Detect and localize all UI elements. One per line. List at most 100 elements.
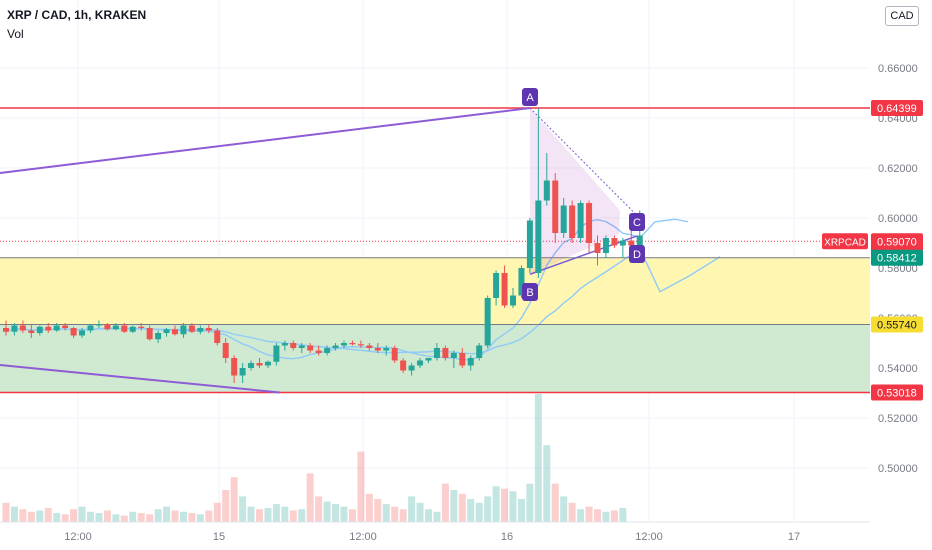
zones bbox=[0, 257, 870, 393]
volume-bar bbox=[323, 501, 331, 522]
volume-bar bbox=[568, 502, 576, 522]
green-zone bbox=[0, 324, 870, 393]
volume-bar bbox=[10, 506, 18, 522]
candle-body bbox=[138, 326, 145, 328]
volume-bar bbox=[230, 477, 238, 522]
volume-bars bbox=[2, 394, 627, 522]
volume-bar bbox=[433, 511, 441, 522]
volume-bar bbox=[382, 504, 390, 522]
volume-bar bbox=[560, 496, 568, 522]
candle-body bbox=[104, 324, 111, 330]
candle-body bbox=[70, 328, 77, 336]
volume-bar bbox=[585, 506, 593, 522]
volume-bar bbox=[374, 498, 382, 522]
time-tick-label: 12:00 bbox=[349, 531, 377, 543]
time-tick-label: 17 bbox=[788, 531, 800, 543]
price-tick-label: 0.58000 bbox=[878, 263, 918, 275]
candle-body bbox=[619, 240, 626, 246]
candle-body bbox=[155, 333, 162, 340]
candle-body bbox=[400, 360, 407, 371]
candle-body bbox=[256, 363, 263, 366]
pattern-markers[interactable]: A B C D bbox=[522, 88, 645, 301]
candle-body bbox=[222, 343, 229, 358]
candle-body bbox=[577, 203, 584, 238]
price-tick-label: 0.50000 bbox=[878, 463, 918, 475]
price-label-level-mid bbox=[871, 249, 923, 266]
price-label-level-low bbox=[871, 316, 923, 333]
candle-body bbox=[315, 350, 322, 353]
volume-bar bbox=[163, 506, 171, 522]
candle-body bbox=[332, 345, 339, 348]
candle-body bbox=[231, 358, 238, 376]
price-label-support-bottom bbox=[871, 384, 923, 401]
candle-body bbox=[197, 328, 204, 332]
candle-body bbox=[349, 343, 356, 345]
candle-body bbox=[28, 330, 35, 333]
point-label-a: A bbox=[526, 92, 534, 104]
volume-bar bbox=[154, 509, 162, 522]
volume-bar bbox=[179, 511, 187, 522]
price-tick-label: 0.66000 bbox=[878, 63, 918, 75]
volume-bar bbox=[281, 506, 289, 522]
symbol-tag bbox=[822, 233, 868, 250]
volume-bar bbox=[577, 509, 585, 522]
candle-body bbox=[543, 180, 550, 201]
volume-bar bbox=[196, 514, 204, 522]
candle-body bbox=[3, 328, 9, 332]
candle-body bbox=[484, 298, 491, 346]
volume-bar bbox=[95, 513, 103, 522]
volume-legend[interactable]: Vol bbox=[7, 27, 24, 41]
candle-body bbox=[450, 353, 457, 358]
candle-body bbox=[383, 348, 390, 351]
volume-bar bbox=[501, 488, 509, 522]
volume-bar bbox=[44, 507, 52, 522]
point-marker-a bbox=[522, 88, 538, 106]
candle-body bbox=[526, 220, 533, 268]
candle-body bbox=[611, 238, 618, 246]
candle-body bbox=[459, 353, 466, 366]
point-label-c: C bbox=[633, 217, 641, 229]
time-axis[interactable]: 12:00 15 12:00 16 12:00 17 bbox=[0, 521, 870, 543]
volume-bar bbox=[391, 506, 399, 522]
volume-bar bbox=[602, 511, 610, 522]
volume-bar bbox=[509, 491, 517, 522]
volume-bar bbox=[103, 510, 111, 522]
volume-bar bbox=[534, 394, 542, 522]
volume-bar bbox=[399, 509, 407, 522]
candle-body bbox=[19, 325, 26, 331]
candle-body bbox=[467, 358, 474, 366]
candle-body bbox=[417, 360, 424, 366]
candle-body bbox=[290, 343, 297, 348]
volume-bar bbox=[408, 496, 416, 522]
volume-bar bbox=[264, 507, 272, 522]
symbol-tag-text: XRPCAD bbox=[824, 237, 866, 248]
candle-body bbox=[324, 348, 331, 353]
currency-button[interactable]: CAD bbox=[885, 6, 919, 26]
volume-bar bbox=[425, 509, 432, 522]
candle-body bbox=[95, 324, 102, 326]
volume-bar bbox=[526, 483, 534, 522]
volume-bar bbox=[298, 509, 306, 522]
candle-body bbox=[188, 325, 195, 332]
candle-body bbox=[433, 348, 440, 358]
volume-bar bbox=[256, 509, 263, 522]
point-marker-d bbox=[629, 245, 645, 263]
candle-body bbox=[264, 361, 271, 366]
price-tick-label: 0.54000 bbox=[878, 363, 918, 375]
yellow-zone bbox=[0, 257, 870, 325]
candle-body bbox=[214, 330, 221, 343]
volume-bar bbox=[484, 496, 492, 522]
volume-bar bbox=[112, 514, 120, 522]
candle-body bbox=[129, 326, 136, 332]
volume-bar bbox=[475, 502, 483, 522]
volume-bar bbox=[450, 490, 458, 522]
price-axis[interactable]: 0.660000.640000.620000.600000.580000.560… bbox=[822, 0, 932, 550]
candle-body bbox=[425, 358, 432, 361]
candle-body bbox=[408, 365, 415, 371]
volume-bar bbox=[340, 506, 348, 522]
candle-body bbox=[53, 325, 60, 331]
volume-bar bbox=[365, 493, 373, 522]
price-label-text: 0.55740 bbox=[877, 320, 917, 332]
symbol-legend[interactable]: XRP / CAD, 1h, KRAKEN bbox=[7, 8, 147, 22]
